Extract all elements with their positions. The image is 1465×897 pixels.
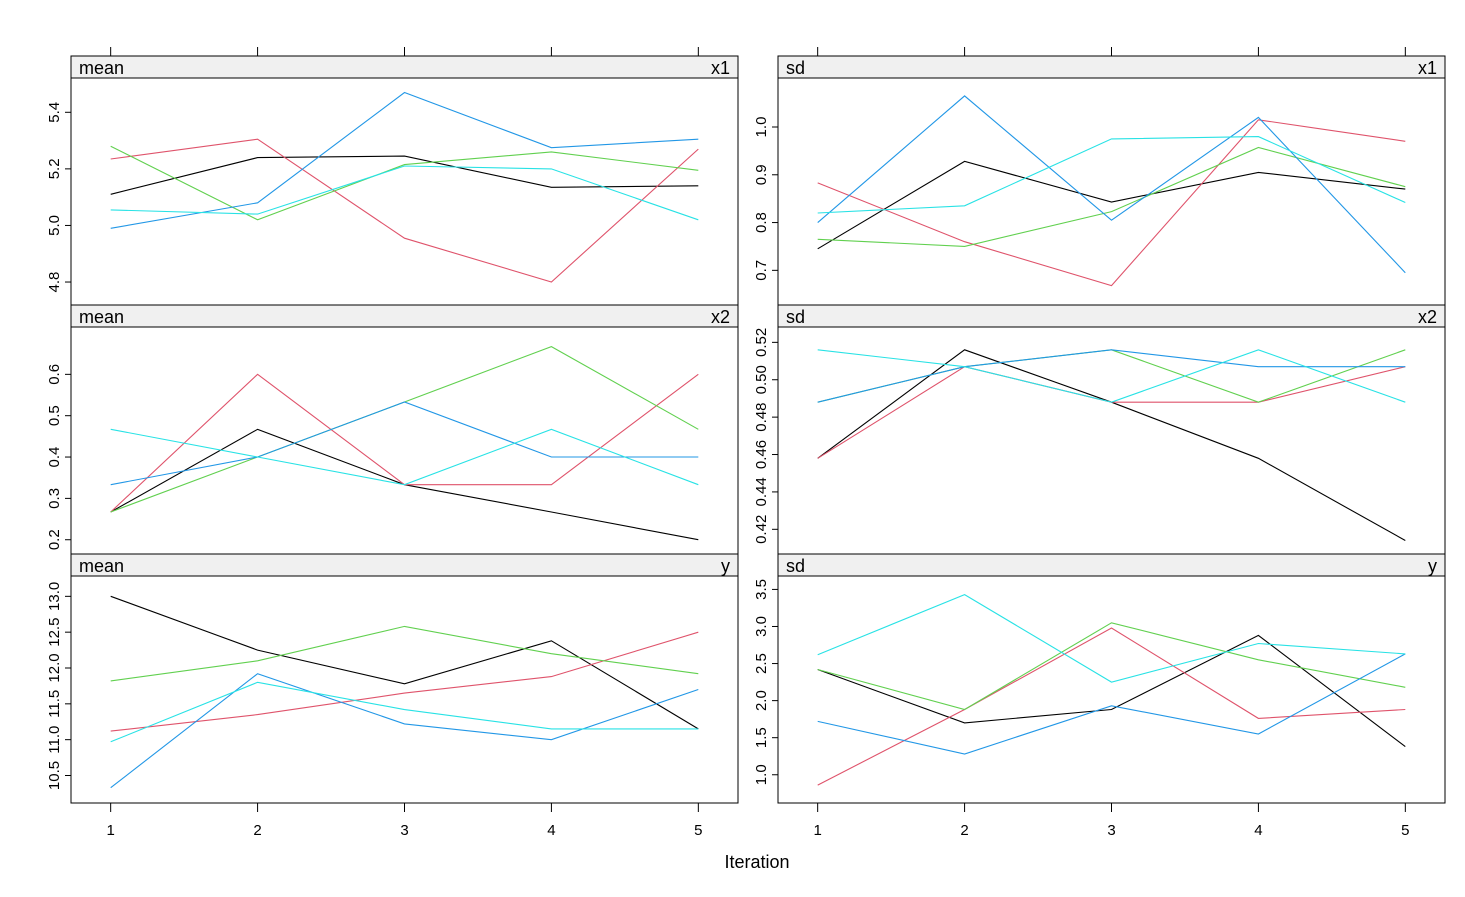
panels: mean x1 4.8 5.0 5.2 5.4 sd x1 0.7 0.8 0.9 1.0 mean x2… — [46, 55, 1446, 804]
y-tick-label: 0.6 — [46, 364, 63, 385]
series-line-5 — [817, 593, 1406, 683]
y-tick-label: 12.5 — [46, 618, 63, 647]
x-axis-title: Iteration — [724, 852, 789, 872]
strip-background — [777, 55, 1446, 79]
y-tick-label: 0.46 — [753, 440, 770, 469]
panel-sd-x2: sd x2 0.42 0.44 0.46 0.48 0.50 0.52 — [753, 304, 1446, 555]
strip-variable-label: x2 — [1418, 307, 1437, 327]
panel-border — [777, 575, 1446, 804]
y-tick-label: 0.8 — [753, 212, 770, 233]
strip-stat-label: mean — [79, 58, 124, 78]
strip-variable-label: x2 — [711, 307, 730, 327]
series-line-1 — [817, 634, 1406, 748]
strip-variable-label: y — [1428, 556, 1437, 576]
series-line-3 — [817, 146, 1406, 247]
series-line-2 — [817, 627, 1406, 786]
y-tick-label: 0.44 — [753, 477, 770, 506]
strip-stat-label: sd — [786, 58, 805, 78]
panel-sd-y: sd y 1.0 1.5 2.0 2.5 3.0 3.5 — [753, 553, 1446, 804]
panel-sd-x1: sd x1 0.7 0.8 0.9 1.0 — [753, 55, 1446, 306]
series-line-5 — [817, 136, 1406, 214]
y-tick-label: 1.0 — [753, 764, 770, 785]
series-line-3 — [110, 145, 699, 221]
y-tick-label: 0.4 — [46, 447, 63, 468]
series-line-4 — [817, 653, 1406, 755]
x-tick-label: 4 — [1254, 822, 1262, 839]
y-tick-label: 12.0 — [46, 653, 63, 682]
strip-stat-label: mean — [79, 556, 124, 576]
y-tick-label: 11.0 — [46, 726, 63, 754]
series-line-2 — [110, 138, 699, 283]
panel-border — [70, 575, 739, 804]
y-tick-label: 0.52 — [753, 328, 770, 357]
series-line-4 — [110, 91, 699, 229]
y-tick-label: 1.0 — [753, 117, 770, 138]
panel-mean-y: mean y 10.5 11.0 11.5 12.0 12.5 13.0 — [46, 553, 739, 804]
y-tick-label: 2.0 — [753, 690, 770, 711]
series-line-5 — [110, 681, 699, 743]
strip-variable-label: x1 — [711, 58, 730, 78]
y-tick-label: 11.5 — [46, 690, 63, 718]
y-tick-label: 3.0 — [753, 616, 770, 637]
x-tick-label: 5 — [1401, 822, 1409, 839]
y-tick-label: 5.0 — [46, 215, 63, 236]
strip-variable-label: y — [721, 556, 730, 576]
strip-background — [777, 553, 1446, 577]
series-line-5 — [110, 165, 699, 221]
series-line-1 — [110, 595, 699, 730]
y-tick-label: 3.5 — [753, 579, 770, 600]
strip-variable-label: x1 — [1418, 58, 1437, 78]
x-tick-label: 4 — [547, 822, 555, 839]
strip-background — [70, 55, 739, 79]
x-tick-label: 1 — [106, 822, 114, 839]
strip-stat-label: sd — [786, 307, 805, 327]
strip-background — [70, 304, 739, 328]
top-axis-ticks — [110, 47, 1406, 56]
y-tick-label: 1.5 — [753, 727, 770, 748]
x-tick-label: 1 — [813, 822, 821, 839]
series-line-5 — [110, 428, 699, 486]
strip-stat-label: mean — [79, 307, 124, 327]
panel-mean-x2: mean x2 0.2 0.3 0.4 0.5 0.6 — [46, 304, 739, 555]
series-line-4 — [110, 673, 699, 789]
y-tick-label: 0.5 — [46, 405, 63, 426]
series-line-4 — [817, 95, 1406, 274]
y-tick-label: 0.48 — [753, 403, 770, 432]
y-tick-label: 0.42 — [753, 515, 770, 544]
y-tick-label: 10.5 — [46, 761, 63, 790]
series-line-5 — [817, 349, 1406, 403]
strip-stat-label: sd — [786, 556, 805, 576]
bottom-axis: 1 2 3 4 5 1 2 3 4 5 — [106, 803, 1410, 839]
y-tick-label: 2.5 — [753, 653, 770, 674]
x-tick-label: 2 — [960, 822, 968, 839]
series-line-1 — [110, 155, 699, 195]
y-tick-label: 5.2 — [46, 158, 63, 179]
series-line-2 — [817, 119, 1406, 287]
x-tick-label: 3 — [1107, 822, 1115, 839]
y-tick-label: 0.50 — [753, 365, 770, 394]
panel-mean-x1: mean x1 4.8 5.0 5.2 5.4 — [46, 55, 739, 306]
series-line-4 — [110, 401, 699, 486]
strip-background — [777, 304, 1446, 328]
x-tick-label: 5 — [694, 822, 702, 839]
y-tick-label: 0.7 — [753, 260, 770, 281]
y-tick-label: 13.0 — [46, 582, 63, 611]
y-tick-label: 4.8 — [46, 272, 63, 293]
series-line-3 — [817, 622, 1406, 711]
x-tick-label: 3 — [400, 822, 408, 839]
x-tick-label: 2 — [253, 822, 261, 839]
series-line-2 — [110, 631, 699, 732]
strip-background — [70, 553, 739, 577]
series-line-1 — [817, 160, 1406, 250]
series-line-3 — [110, 625, 699, 682]
y-tick-label: 0.3 — [46, 488, 63, 509]
y-tick-label: 0.2 — [46, 529, 63, 550]
y-tick-label: 0.9 — [753, 164, 770, 185]
y-tick-label: 5.4 — [46, 102, 63, 123]
